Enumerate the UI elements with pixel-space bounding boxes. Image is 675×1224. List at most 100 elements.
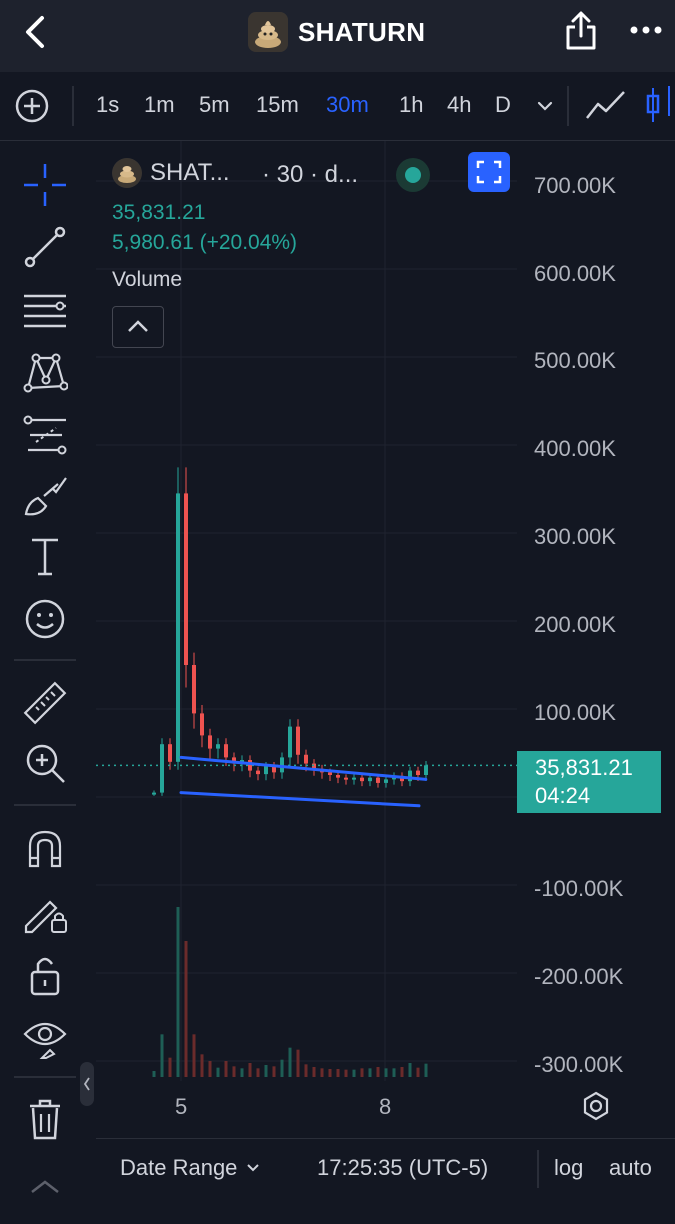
trend-line[interactable] xyxy=(179,755,428,781)
fullscreen-button[interactable] xyxy=(468,152,510,192)
volume-bar xyxy=(288,1047,292,1077)
candlestick-type-icon[interactable] xyxy=(645,86,675,124)
date-range-button[interactable]: Date Range xyxy=(120,1155,261,1181)
interval-1h[interactable]: 1h xyxy=(399,92,424,117)
candle-body xyxy=(200,713,204,736)
divider xyxy=(14,1076,76,1078)
magnet-icon[interactable] xyxy=(22,826,68,872)
trend-line[interactable] xyxy=(179,791,421,808)
candle-body xyxy=(168,744,172,762)
candle-body xyxy=(368,777,372,782)
candle-body xyxy=(192,665,196,714)
volume-bar xyxy=(328,1069,332,1077)
candle-body xyxy=(160,744,164,793)
candle-body xyxy=(232,757,236,764)
chart-grid xyxy=(96,141,517,1081)
interval-1s[interactable]: 1s xyxy=(96,92,120,117)
interval-d[interactable]: D xyxy=(495,92,511,117)
log-scale-toggle[interactable]: log xyxy=(554,1155,584,1180)
candle-body xyxy=(224,744,228,758)
live-status-dot-icon xyxy=(396,158,430,192)
legend-symbol-text: SHAT... xyxy=(150,159,230,186)
candle-body xyxy=(272,766,276,773)
volume-bar xyxy=(304,1064,308,1077)
crosshair-icon[interactable] xyxy=(22,162,68,208)
chevron-down-icon[interactable] xyxy=(535,96,555,116)
interval-4h[interactable]: 4h xyxy=(447,92,472,117)
divider xyxy=(72,86,74,126)
volume-bar xyxy=(184,941,188,1077)
volume-bar xyxy=(256,1068,260,1077)
y-tick: 700.00K xyxy=(534,173,616,198)
ruler-icon[interactable] xyxy=(22,680,68,726)
interval-5m[interactable]: 5m xyxy=(199,92,230,117)
top-bar xyxy=(0,0,675,72)
token-logo-icon xyxy=(248,12,288,52)
add-indicator-icon[interactable] xyxy=(14,88,50,124)
visibility-icon[interactable] xyxy=(22,1014,68,1060)
trend-line-icon[interactable] xyxy=(22,224,68,270)
candle-body xyxy=(184,493,188,665)
unlock-icon[interactable] xyxy=(22,952,68,998)
brush-icon[interactable] xyxy=(22,474,68,520)
volume-bar xyxy=(200,1054,204,1077)
last-price-label: 35,831.21 04:24 xyxy=(517,751,661,813)
candle-body xyxy=(344,777,348,780)
token-logo-icon xyxy=(112,158,142,188)
date-range-label: Date Range xyxy=(120,1155,238,1180)
lock-drawings-icon[interactable] xyxy=(22,890,68,936)
emoji-icon[interactable] xyxy=(22,596,68,642)
volume-bar xyxy=(376,1067,380,1077)
trendlines[interactable] xyxy=(179,755,428,808)
legend-symbol[interactable]: SHAT... xyxy=(112,158,230,188)
collapse-legend-button[interactable] xyxy=(112,306,164,348)
interval-15m[interactable]: 15m xyxy=(256,92,299,117)
text-tool-icon[interactable] xyxy=(22,534,68,580)
volume-bar xyxy=(400,1067,404,1077)
pattern-icon[interactable] xyxy=(22,350,68,396)
volume-bar xyxy=(312,1067,316,1077)
interval-1m[interactable]: 1m xyxy=(144,92,175,117)
candle-body xyxy=(384,779,388,783)
settings-hexagon-icon[interactable] xyxy=(580,1090,612,1122)
price-candles xyxy=(152,467,428,796)
collapse-toolbar-handle[interactable] xyxy=(80,1062,94,1106)
bottom-bar xyxy=(96,1138,675,1201)
volume-bar xyxy=(248,1063,252,1077)
divider xyxy=(14,804,76,806)
price-chart[interactable] xyxy=(96,141,675,1136)
line-chart-type-icon[interactable] xyxy=(584,88,628,122)
candle-body xyxy=(264,766,268,775)
chevron-up-icon[interactable] xyxy=(22,1178,68,1224)
y-tick: 200.00K xyxy=(534,612,616,637)
volume-bar xyxy=(392,1068,396,1077)
legend-meta: · 30 · d... xyxy=(262,161,359,188)
y-tick: 600.00K xyxy=(534,261,616,286)
volume-bar xyxy=(208,1061,212,1077)
timezone-clock[interactable]: 17:25:35 (UTC-5) xyxy=(317,1155,489,1180)
zoom-in-icon[interactable] xyxy=(22,740,68,786)
interval-30m[interactable]: 30m xyxy=(326,92,369,117)
candle-body xyxy=(376,777,380,783)
candle-body xyxy=(336,775,340,778)
legend-volume-label[interactable]: Volume xyxy=(112,268,183,291)
horizontal-lines-icon[interactable] xyxy=(22,288,68,334)
volume-bar xyxy=(176,907,180,1077)
forecast-icon[interactable] xyxy=(22,412,68,458)
share-icon[interactable] xyxy=(561,10,601,52)
volume-bar xyxy=(272,1066,276,1077)
candle-body xyxy=(312,763,316,769)
more-dots-icon[interactable] xyxy=(628,20,664,40)
divider xyxy=(14,659,76,661)
volume-bar xyxy=(280,1059,284,1077)
back-chevron-icon[interactable] xyxy=(18,14,54,50)
x-tick: 8 xyxy=(379,1094,392,1119)
candle-body xyxy=(216,744,220,749)
trash-icon[interactable] xyxy=(22,1096,68,1142)
last-price-value: 35,831.21 xyxy=(535,755,633,780)
auto-scale-toggle[interactable]: auto xyxy=(609,1155,652,1180)
candle-body xyxy=(176,493,180,762)
legend-price: 35,831.21 xyxy=(112,201,206,224)
token-brand: SHATURN xyxy=(248,12,425,52)
volume-bar xyxy=(344,1069,348,1077)
